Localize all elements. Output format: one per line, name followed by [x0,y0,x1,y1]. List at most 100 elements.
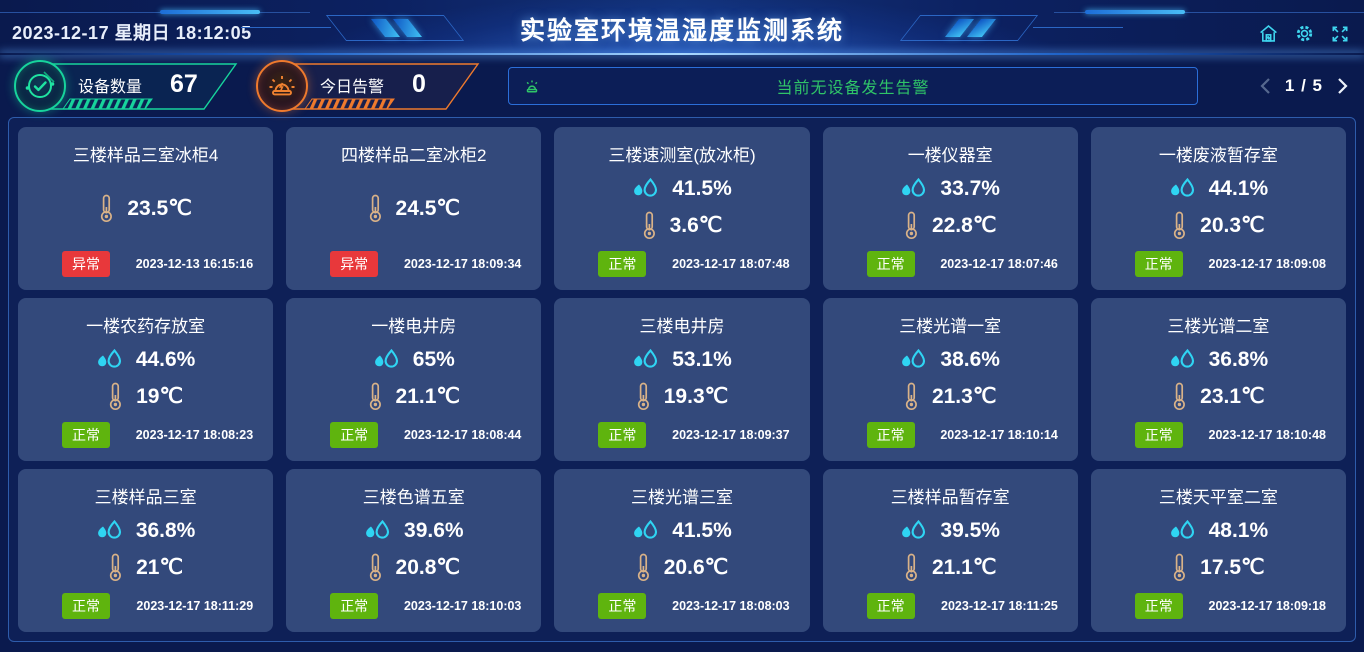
temperature-row: 23.5℃ [99,194,192,223]
status-badge: 正常 [598,422,647,448]
humidity-row: 39.5% [900,519,1000,543]
sensor-card[interactable]: 一楼仪器室 33.7% [822,127,1078,290]
header-deco-left [241,15,465,41]
sensor-card[interactable]: 三楼样品三室 36.8% [18,469,274,632]
thermometer-icon [904,211,919,240]
humidity-drops-icon [373,348,400,371]
thermometer-icon [636,382,651,411]
sensor-card[interactable]: 三楼样品暂存室 39.5% [822,469,1078,632]
status-badge: 正常 [1134,251,1183,277]
sensor-card[interactable]: 三楼电井房 53.1% [554,298,810,461]
page-title: 实验室环境温湿度监测系统 [519,17,844,45]
settings-gear-icon[interactable] [1294,23,1315,44]
temperature-row: 20.6℃ [636,553,728,582]
room-name: 一楼废液暂存室 [1158,146,1278,165]
humidity-value: 41.5% [672,518,732,542]
temperature-row: 22.8℃ [904,211,996,240]
status-badge: 正常 [62,593,110,619]
temperature-row: 19℃ [108,382,183,411]
sensor-card[interactable]: 三楼光谱二室 36.8% [1090,298,1346,461]
humidity-value: 33.7% [940,176,1000,200]
status-badge: 异常 [330,251,379,277]
thermometer-icon [1172,553,1187,582]
thermometer-icon [99,194,114,223]
humidity-drops-icon [1169,177,1196,200]
humidity-row: 53.1% [632,348,732,372]
thermometer-icon [1172,211,1187,240]
temperature-value: 22.8℃ [931,214,997,238]
room-name: 三楼速测室(放冰柜) [608,146,756,165]
status-badge: 正常 [866,422,915,448]
room-name: 三楼样品三室 [94,488,197,507]
page-indicator: 1 / 5 [1284,76,1323,95]
sensor-card[interactable]: 三楼天平室二室 48.1% [1090,469,1346,632]
temperature-value: 24.5℃ [395,197,461,220]
humidity-drops-icon [96,519,123,542]
humidity-row: 41.5% [632,519,732,543]
temperature-row: 19.3℃ [636,382,728,411]
status-badge: 正常 [598,593,647,619]
next-page-button[interactable] [1337,77,1348,95]
alarm-beacon-icon [256,60,308,112]
temperature-value: 20.6℃ [663,556,729,580]
alert-lamp-icon [523,77,541,101]
last-update-time: 2023-12-17 18:09:18 [1208,599,1326,613]
sensor-card[interactable]: 三楼速测室(放冰柜) 41.5% [554,127,810,290]
alert-ticker: 当前无设备发生告警 [508,67,1198,105]
temperature-value: 21℃ [136,556,184,580]
temperature-value: 21.1℃ [395,385,461,409]
sensor-card[interactable]: 三楼样品三室冰柜4 [18,127,274,290]
room-name: 四楼样品二室冰柜2 [341,146,487,165]
header-deco-line-left [0,10,310,14]
humidity-row: 41.5% [632,177,732,201]
last-update-time: 2023-12-17 18:07:48 [672,257,790,271]
status-badge: 异常 [62,251,110,277]
sensor-card[interactable]: 一楼电井房 65% [286,298,542,461]
humidity-drops-icon [900,177,927,200]
humidity-drops-icon [632,348,659,371]
status-badge: 正常 [866,251,915,277]
header-deco-right [899,15,1123,41]
humidity-drops-icon [900,348,927,371]
humidity-row: 38.6% [900,348,1000,372]
thermometer-icon [642,211,657,240]
last-update-time: 2023-12-17 18:08:44 [403,428,522,442]
humidity-row: 36.8% [96,518,196,543]
humidity-value: 39.5% [940,518,1000,542]
room-name: 一楼仪器室 [907,146,993,165]
sensor-card[interactable]: 三楼光谱三室 41.5% [554,469,810,632]
humidity-value: 39.6% [404,518,464,542]
temperature-value: 23.5℃ [127,197,192,220]
humidity-row: 36.8% [1169,348,1268,372]
sensor-card[interactable]: 四楼样品二室冰柜2 [286,127,542,290]
temperature-row: 20.3℃ [1172,211,1265,240]
thermometer-icon [904,553,919,582]
room-name: 三楼光谱三室 [630,488,733,507]
temperature-value: 3.6℃ [669,214,723,238]
humidity-drops-icon [1169,348,1196,371]
sensor-card[interactable]: 一楼废液暂存室 44.1% [1090,127,1346,290]
last-update-time: 2023-12-17 18:08:03 [672,599,790,613]
sensor-card[interactable]: 三楼色谱五室 39.6% [286,469,542,632]
thermometer-icon [368,194,383,223]
sensor-card[interactable]: 一楼农药存放室 44.6% [18,298,274,461]
today-alarm-label: 今日告警 [320,79,385,96]
home-icon[interactable] [1258,23,1279,44]
device-check-icon [14,60,66,112]
temperature-value: 19℃ [136,385,184,409]
sensor-card[interactable]: 三楼光谱一室 38.6% [822,298,1078,461]
room-name: 三楼样品三室冰柜4 [72,146,219,165]
humidity-value: 53.1% [672,347,732,371]
thermometer-icon [108,382,123,411]
status-badge: 正常 [330,593,379,619]
last-update-time: 2023-12-17 18:09:08 [1208,257,1326,271]
temperature-row: 17.5℃ [1172,553,1265,582]
humidity-value: 36.8% [135,518,196,542]
humidity-drops-icon [96,348,123,371]
temperature-value: 21.3℃ [931,385,997,409]
current-datetime: 2023-12-17 星期日 18:12:05 [12,23,252,43]
fullscreen-icon[interactable] [1330,24,1350,44]
temperature-value: 20.3℃ [1200,214,1265,238]
prev-page-button[interactable] [1260,77,1271,95]
temperature-value: 21.1℃ [931,556,997,580]
